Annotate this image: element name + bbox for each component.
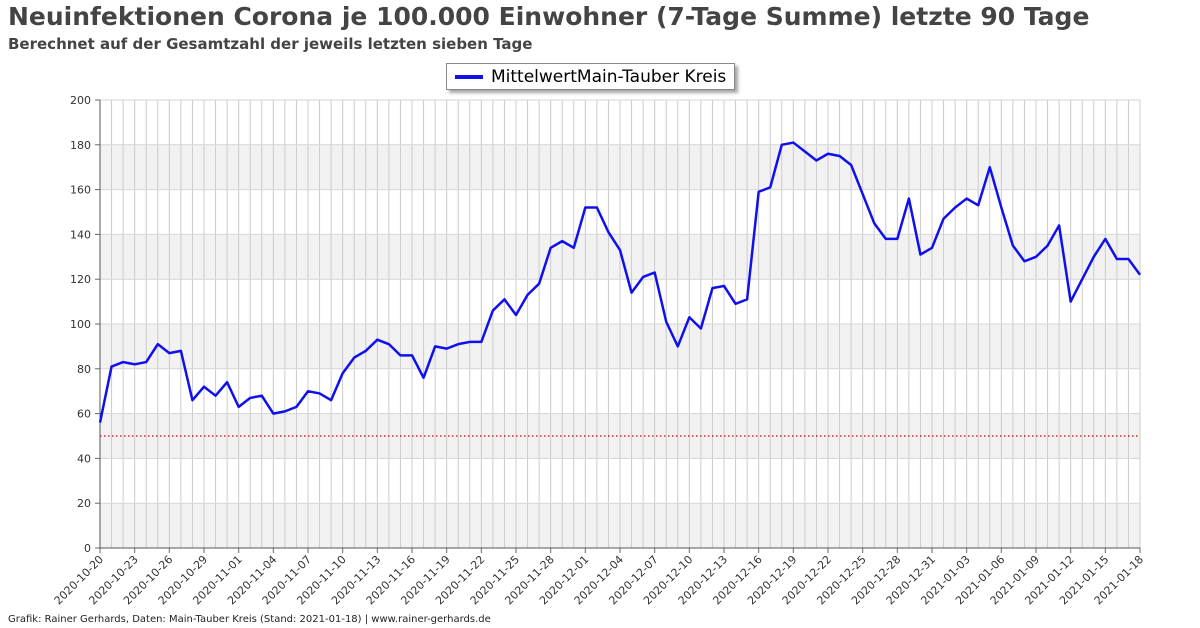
y-tick-label: 20 [77, 497, 91, 510]
y-tick-label: 80 [77, 363, 91, 376]
legend-label: MittelwertMain-Tauber Kreis [491, 66, 727, 87]
y-tick-label: 200 [70, 94, 91, 107]
legend-swatch [455, 74, 483, 79]
y-tick-label: 100 [70, 318, 91, 331]
y-tick-label: 60 [77, 408, 91, 421]
chart-subtitle: Berechnet auf der Gesamtzahl der jeweils… [8, 35, 533, 53]
y-tick-label: 40 [77, 452, 91, 465]
legend: MittelwertMain-Tauber Kreis [446, 63, 736, 90]
footer-credit: Grafik: Rainer Gerhards, Daten: Main-Tau… [8, 614, 491, 625]
x-tick-labels: 2020-10-202020-10-232020-10-262020-10-29… [52, 548, 1146, 607]
y-tick-label: 180 [70, 139, 91, 152]
chart-title: Neuinfektionen Corona je 100.000 Einwohn… [8, 2, 1090, 31]
y-tick-label: 0 [84, 542, 91, 555]
y-tick-label: 140 [70, 228, 91, 241]
series-line-mittelwert [98, 141, 1142, 423]
y-tick-labels: 0 20 40 60 80 100 120 140 160 180 200 [70, 94, 91, 555]
y-tick-label: 120 [70, 273, 91, 286]
y-tick-label: 160 [70, 184, 91, 197]
